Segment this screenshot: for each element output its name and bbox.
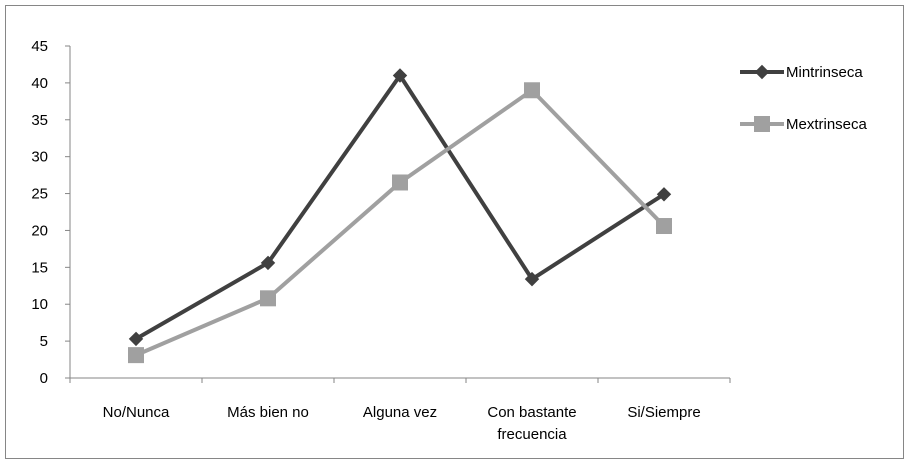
x-tick-label-line: Si/Siempre [627,404,700,421]
y-tick-label: 0 [40,370,48,387]
data-point-mintrinseca [524,271,540,287]
legend-label-mextrinseca: Mextrinseca [786,116,868,133]
x-tick-label: Si/Siempre [627,404,700,421]
y-tick-label: 15 [31,259,48,276]
y-tick-label: 45 [31,38,48,55]
y-tick-label: 5 [40,333,48,350]
data-point-mextrinseca [260,290,276,307]
data-point-mintrinseca [392,68,408,83]
y-tick-label: 35 [31,112,48,129]
y-tick-label: 25 [31,186,48,203]
data-point-mintrinseca [656,187,672,202]
x-tick-label: No/Nunca [103,404,170,421]
y-tick-label: 30 [31,149,48,166]
x-tick-label-line: No/Nunca [103,404,170,421]
series-line-mintrinseca [135,73,666,341]
legend-marker-mextrinseca [754,116,770,132]
series-line-mextrinseca [135,88,666,357]
y-tick-label: 40 [31,75,48,92]
legend-marker-mintrinseca [754,64,770,80]
x-tick-label-line: Alguna vez [363,404,437,421]
data-point-mintrinseca [260,255,276,271]
y-tick-label: 20 [31,222,48,239]
data-point-mextrinseca [392,174,408,191]
data-point-mextrinseca [656,218,672,235]
data-point-mintrinseca [128,331,144,347]
x-tick-label-line: Más bien no [227,404,309,421]
x-tick-label: Alguna vez [363,404,437,421]
data-point-mextrinseca [128,347,144,364]
x-tick-label: Más bien no [227,404,309,421]
y-tick-label: 10 [31,296,48,313]
x-tick-label: Con bastante frecuencia [487,404,576,443]
chart-frame [5,5,904,459]
data-point-mextrinseca [524,82,540,99]
x-tick-label-line: Con bastante [487,404,576,421]
legend-label-mintrinseca: Mintrinseca [786,64,863,81]
x-tick-label-line: frecuencia [497,426,567,443]
